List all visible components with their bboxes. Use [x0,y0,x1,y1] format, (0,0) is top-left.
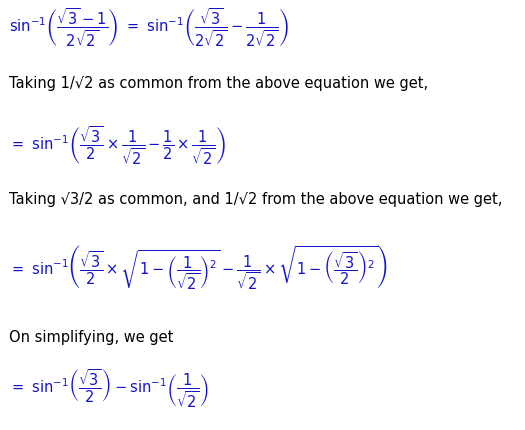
Text: On simplifying, we get: On simplifying, we get [9,330,174,345]
Text: Taking 1/√2 as common from the above equation we get,: Taking 1/√2 as common from the above equ… [9,77,428,91]
Text: $= \ \sin^{-1}\!\left(\dfrac{\sqrt{3}}{2} \times \dfrac{1}{\sqrt{2}} - \dfrac{1}: $= \ \sin^{-1}\!\left(\dfrac{\sqrt{3}}{2… [9,125,227,167]
Text: $= \ \sin^{-1}\!\left(\dfrac{\sqrt{3}}{2} \times \sqrt{1 - \left(\dfrac{1}{\sqrt: $= \ \sin^{-1}\!\left(\dfrac{\sqrt{3}}{2… [9,244,388,293]
Text: $= \ \sin^{-1}\!\left(\dfrac{\sqrt{3}}{2}\right) - \sin^{-1}\!\left(\dfrac{1}{\s: $= \ \sin^{-1}\!\left(\dfrac{\sqrt{3}}{2… [9,368,209,410]
Text: Taking √3/2 as common, and 1/√2 from the above equation we get,: Taking √3/2 as common, and 1/√2 from the… [9,193,503,207]
Text: $\sin^{-1}\!\left(\dfrac{\sqrt{3}-1}{2\sqrt{2}}\right) \ = \ \sin^{-1}\!\left(\d: $\sin^{-1}\!\left(\dfrac{\sqrt{3}-1}{2\s… [9,7,290,49]
